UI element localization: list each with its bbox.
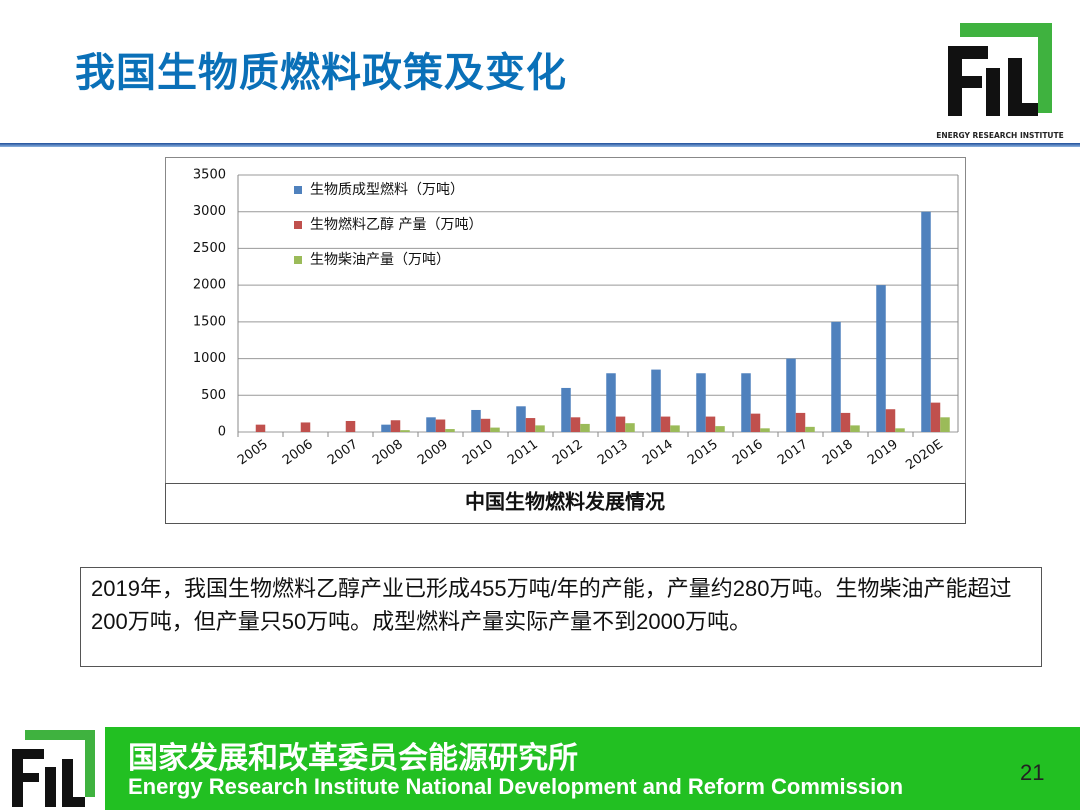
bar [805, 426, 815, 432]
bar [750, 413, 761, 432]
bar [850, 425, 860, 432]
bar [390, 420, 401, 432]
bar [786, 358, 796, 432]
y-tick-label: 500 [201, 388, 226, 403]
legend-swatch [294, 186, 302, 194]
bar [400, 430, 410, 432]
bar [715, 426, 725, 432]
bar [660, 416, 671, 432]
legend-label: 生物质成型燃料（万吨） [310, 181, 464, 198]
y-tick-label: 1000 [193, 351, 226, 366]
slide-title: 我国生物质燃料政策及变化 [75, 51, 567, 95]
bar [831, 321, 841, 432]
bar [840, 412, 851, 432]
bar [876, 285, 886, 432]
footer-logo [12, 730, 95, 807]
caption-box [165, 483, 966, 524]
page-number: 21 [1020, 760, 1045, 785]
bar [760, 428, 770, 432]
y-tick-label: 3000 [193, 204, 226, 219]
legend-label: 生物柴油产量（万吨） [310, 252, 450, 268]
bar [570, 417, 581, 432]
bar [480, 418, 491, 432]
bar [795, 412, 806, 432]
note-text: 2019年，我国生物燃料乙醇产业已形成455万吨/年的产能，产量约280万吨。生… [80, 567, 1042, 667]
logo: ENERGY RESEARCH INSTITUTE [936, 23, 1064, 140]
bar [670, 425, 680, 432]
bar [921, 211, 931, 432]
chart-frame [165, 157, 966, 484]
bar [535, 425, 545, 432]
y-tick-label: 0 [218, 425, 226, 440]
bar [606, 373, 616, 432]
divider [0, 143, 1080, 147]
bar [435, 419, 446, 432]
chart-title: 中国生物燃料发展情况 [465, 490, 665, 514]
bar [895, 428, 905, 432]
bar [561, 387, 571, 432]
legend-label: 生物燃料乙醇 产量（万吨） [310, 216, 482, 233]
footer-org-en: Energy Research Institute National Devel… [128, 774, 904, 799]
legend-swatch [294, 221, 302, 229]
bar [255, 424, 266, 432]
logo-text: ENERGY RESEARCH INSTITUTE [936, 131, 1064, 140]
y-tick-label: 1500 [193, 314, 226, 329]
bar [516, 406, 526, 432]
bar [930, 402, 941, 432]
bar [696, 373, 706, 432]
bar [741, 373, 751, 432]
bar [615, 416, 626, 432]
bar [525, 418, 536, 432]
bar [381, 424, 391, 432]
bar [580, 423, 590, 432]
footer-org-cn: 国家发展和改革委员会能源研究所 [128, 742, 578, 775]
y-tick-label: 3500 [193, 168, 226, 183]
bar [471, 409, 481, 432]
bar [651, 369, 661, 432]
bar [625, 423, 635, 432]
footer-band [105, 727, 1080, 810]
legend-swatch [294, 256, 302, 264]
bar [445, 429, 455, 432]
bar [300, 422, 311, 432]
bar [490, 427, 500, 432]
bar [426, 417, 436, 432]
bar [705, 416, 716, 432]
bar [940, 417, 950, 432]
chart: 中国生物燃料发展情况 05001000150020002500300035002… [165, 157, 966, 524]
bar [885, 409, 896, 432]
y-tick-label: 2000 [193, 278, 226, 293]
y-tick-label: 2500 [193, 241, 226, 256]
bar [345, 420, 356, 432]
